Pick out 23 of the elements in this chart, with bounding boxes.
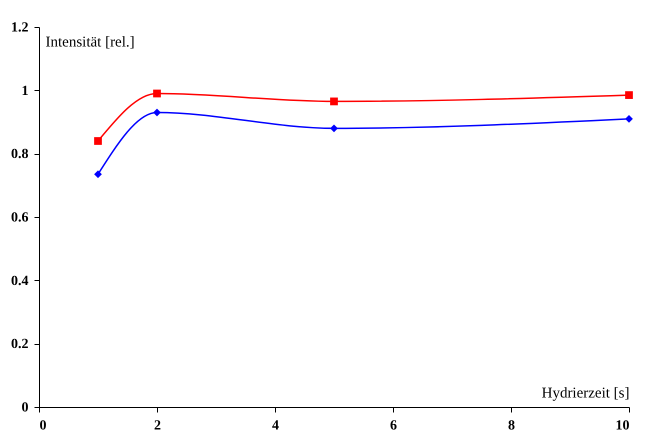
point [330, 98, 338, 106]
point [625, 114, 633, 123]
x-tick-label: 10 [616, 418, 630, 434]
point [330, 124, 338, 132]
y-tick-label: 1 [22, 84, 28, 99]
point [625, 91, 633, 99]
x-tick-label: 0 [40, 418, 46, 434]
point [94, 137, 102, 145]
x-tick-label: 4 [272, 418, 279, 434]
x-tick-label: 6 [390, 418, 397, 434]
x-tick-label: 2 [154, 418, 161, 434]
x-axis-title: Hydrierzeit [s] [542, 386, 630, 402]
y-tick-label: 0.6 [11, 210, 28, 226]
x-tick-label: 8 [508, 418, 515, 434]
y-tick-label: 0.2 [11, 337, 28, 352]
y-tick-label: 0.4 [11, 274, 28, 289]
point [153, 108, 161, 116]
y-tick-label: 1.2 [11, 20, 28, 36]
point [94, 170, 102, 178]
y-tick-label: 0 [22, 400, 28, 416]
y-tick-label: 0.8 [11, 147, 28, 162]
point [153, 90, 161, 98]
y-axis-title: Intensität [rel.] [46, 34, 135, 50]
